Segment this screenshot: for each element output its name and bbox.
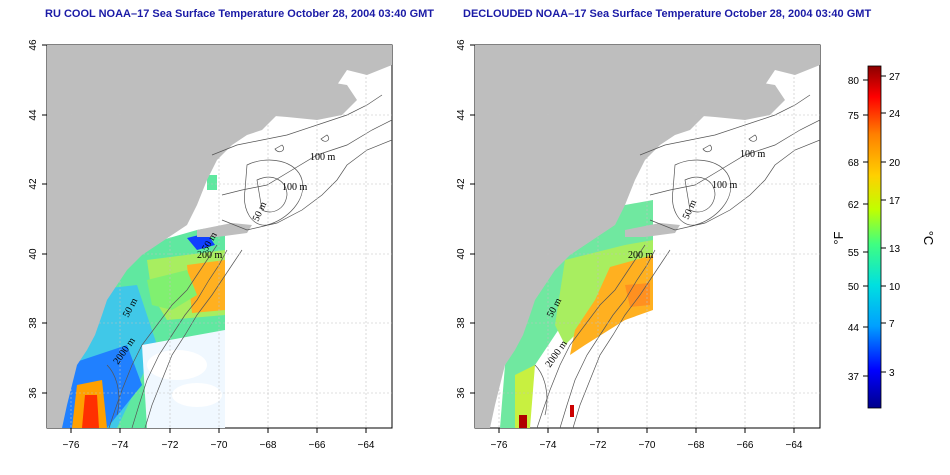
contour-label: 100 m (282, 182, 308, 193)
c-tick-label: 17 (889, 196, 901, 207)
right-y-tick-labels: 36 38 40 42 44 46 (456, 39, 467, 399)
x-tick-label: −68 (688, 440, 705, 451)
f-tick-label: 44 (848, 323, 860, 334)
temperature-colorbar: 80 75 68 62 55 50 44 37 27 24 20 17 13 1… (831, 65, 936, 409)
right-panel-title: DECLOUDED NOAA–17 Sea Surface Temperatur… (463, 8, 872, 20)
left-grid (47, 45, 392, 428)
right-y-ticks (470, 44, 475, 394)
x-tick-label: −74 (540, 440, 557, 451)
x-tick-label: −72 (162, 440, 179, 451)
contour-label: 200 m (197, 250, 223, 261)
right-x-ticks (498, 428, 795, 433)
y-tick-label: 44 (28, 109, 39, 121)
fahrenheit-unit-label: °F (831, 231, 846, 244)
x-tick-label: −66 (737, 440, 754, 451)
celsius-unit-label: °C (921, 231, 936, 246)
c-tick-label: 10 (889, 282, 901, 293)
y-tick-label: 40 (456, 248, 467, 260)
right-grid (475, 45, 820, 428)
contour-label: 200 m (628, 250, 654, 261)
contour-label: 100 m (712, 180, 738, 191)
y-tick-label: 46 (28, 39, 39, 51)
y-tick-label: 40 (28, 248, 39, 260)
y-tick-label: 44 (456, 109, 467, 121)
c-tick-label: 13 (889, 244, 901, 255)
x-tick-label: −76 (491, 440, 508, 451)
fahrenheit-tick-labels: 80 75 68 62 55 50 44 37 (848, 76, 860, 383)
x-tick-label: −70 (639, 440, 656, 451)
x-tick-label: −76 (63, 440, 80, 451)
y-tick-label: 42 (28, 178, 39, 190)
y-tick-label: 38 (456, 317, 467, 329)
left-y-ticks (42, 44, 47, 394)
contour-label: 100 m (740, 149, 766, 160)
x-tick-label: −72 (590, 440, 607, 451)
c-tick-label: 3 (889, 368, 895, 379)
x-tick-label: −66 (309, 440, 326, 451)
left-map-panel: 100 m 100 m 50 m 200 m 50 m 50 m 2000 m … (28, 39, 393, 451)
f-tick-label: 62 (848, 200, 860, 211)
x-tick-label: −68 (260, 440, 277, 451)
left-x-ticks (70, 428, 367, 433)
f-tick-label: 80 (848, 76, 860, 87)
f-tick-label: 68 (848, 158, 860, 169)
c-tick-label: 7 (889, 319, 895, 330)
x-tick-label: −70 (211, 440, 228, 451)
y-tick-label: 38 (28, 317, 39, 329)
f-tick-label: 75 (848, 111, 860, 122)
y-tick-label: 46 (456, 39, 467, 51)
x-tick-label: −64 (358, 440, 375, 451)
c-tick-label: 20 (889, 158, 901, 169)
y-tick-label: 42 (456, 178, 467, 190)
right-x-tick-labels: −76 −74 −72 −70 −68 −66 −64 (491, 440, 803, 451)
fahrenheit-ticks (863, 79, 868, 377)
contour-label: 100 m (310, 152, 336, 163)
celsius-ticks (881, 75, 886, 373)
left-x-tick-labels: −76 −74 −72 −70 −68 −66 −64 (63, 440, 375, 451)
f-tick-label: 55 (848, 248, 860, 259)
f-tick-label: 37 (848, 372, 860, 383)
colorbar-gradient (867, 65, 882, 409)
left-y-tick-labels: 36 38 40 42 44 46 (28, 39, 39, 399)
y-tick-label: 36 (456, 387, 467, 399)
x-tick-label: −74 (112, 440, 129, 451)
c-tick-label: 27 (889, 72, 901, 83)
left-panel-title: RU COOL NOAA–17 Sea Surface Temperature … (45, 8, 435, 20)
celsius-tick-labels: 27 24 20 17 13 10 7 3 (889, 72, 901, 379)
x-tick-label: −64 (786, 440, 803, 451)
f-tick-label: 50 (848, 282, 860, 293)
c-tick-label: 24 (889, 109, 901, 120)
y-tick-label: 36 (28, 387, 39, 399)
right-map-panel: 100 m 100 m 50 m 200 m 50 m 2000 m −76 −… (456, 39, 821, 451)
